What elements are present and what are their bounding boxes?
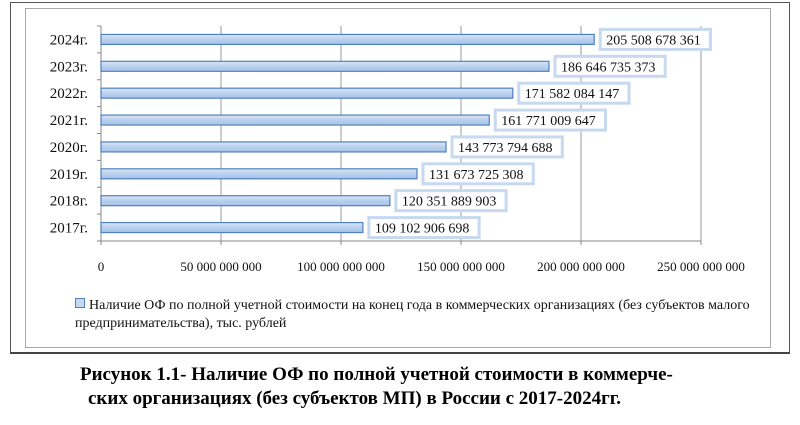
chart-area: [25, 8, 771, 348]
y-category-label: 2020г.: [50, 140, 88, 156]
figure-frame: [10, 2, 790, 354]
bar: [100, 33, 595, 46]
data-label: 171 582 084 147: [525, 87, 620, 102]
data-label-box: [394, 189, 508, 213]
x-tick-label: 50 000 000 000: [180, 259, 261, 274]
y-category-label: 2024г.: [50, 32, 88, 48]
y-category-label: 2017г.: [50, 221, 88, 237]
data-label-box: [517, 81, 631, 105]
y-category-label: 2023г.: [50, 59, 88, 75]
legend-label: Наличие ОФ по полной учетной стоимости н…: [75, 298, 750, 331]
y-category-label: 2022г.: [50, 86, 88, 102]
data-label-box: [367, 216, 481, 240]
bar: [100, 87, 514, 99]
data-label: 120 351 889 903: [402, 195, 497, 210]
data-label-box: [493, 108, 608, 132]
caption-line-2: ских организациях (без субъектов МП) в Р…: [88, 388, 621, 409]
legend: Наличие ОФ по полной учетной стоимости н…: [75, 297, 755, 333]
bar: [100, 168, 418, 180]
x-tick-label: 150 000 000 000: [417, 259, 505, 274]
data-label-box: [553, 54, 667, 78]
data-label: 205 508 678 361: [606, 33, 701, 48]
y-category-label: 2019г.: [50, 167, 88, 183]
bar-chart: 0 50 000 000 000 100 000 000 000 150 000 00…: [50, 25, 745, 274]
x-tick-label: 250 000 000 000: [657, 259, 745, 274]
figure-caption: Рисунок 1.1- Наличие ОФ по полной учетно…: [80, 363, 790, 411]
data-label-box: [421, 162, 535, 186]
bar: [100, 141, 447, 153]
data-label-box: [598, 27, 712, 51]
data-label: 186 646 735 373: [561, 60, 656, 75]
caption-line-1: Рисунок 1.1- Наличие ОФ по полной учетно…: [80, 364, 673, 385]
y-category-label: 2021г.: [50, 113, 88, 129]
data-label: 109 102 906 698: [375, 222, 470, 237]
data-label-box: [450, 135, 564, 159]
data-label: 161 771 009 647: [501, 114, 596, 129]
x-tick-label: 0: [98, 259, 105, 274]
y-category-label: 2018г.: [50, 194, 88, 210]
legend-swatch: [75, 298, 85, 308]
x-tick-label: 200 000 000 000: [537, 259, 625, 274]
bar: [100, 221, 364, 234]
bar: [100, 60, 550, 72]
data-label: 131 673 725 308: [429, 168, 524, 183]
data-label: 143 773 794 688: [458, 141, 553, 156]
bar: [100, 195, 391, 207]
x-tick-label: 100 000 000 000: [297, 259, 385, 274]
bar: [100, 114, 490, 126]
